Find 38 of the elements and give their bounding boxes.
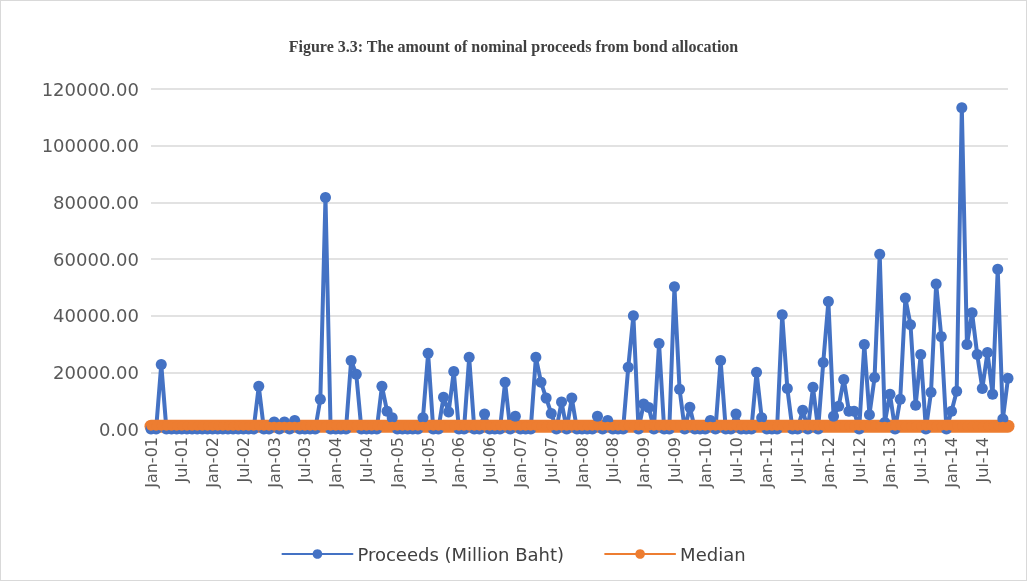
x-tick-label: Jul-07 (541, 437, 561, 484)
x-tick-label: Jan-02 (203, 437, 223, 489)
x-tick-label: Jan-05 (387, 437, 407, 489)
legend-label: Median (680, 543, 746, 565)
x-tick-label: Jan-03 (264, 437, 284, 489)
y-tick-label: 80000.00 (53, 191, 139, 213)
x-tick-label: Jul-08 (603, 437, 623, 484)
x-tick-label: Jan-08 (572, 437, 592, 489)
x-tick-label: Jul-01 (172, 437, 192, 484)
chart-title: Figure 3.3: The amount of nominal proceeds from bond allocation (288, 37, 739, 56)
y-tick-label: 60000.00 (53, 248, 139, 270)
x-tick-label: Jan-13 (880, 437, 900, 489)
x-tick-label: Jan-06 (449, 437, 469, 489)
x-tick-label: Jul-12 (849, 437, 869, 484)
x-tick-label: Jul-06 (480, 437, 500, 484)
x-tick-label: Jan-09 (634, 437, 654, 489)
x-tick-label: Jul-10 (726, 437, 746, 484)
x-tick-label: Jul-05 (418, 437, 438, 484)
x-tick-label: Jul-04 (357, 437, 377, 484)
y-tick-label: 20000.00 (53, 361, 139, 383)
y-tick-label: 40000.00 (53, 305, 139, 327)
x-tick-label: Jan-01 (141, 437, 161, 489)
legend-label: Proceeds (Million Baht) (357, 543, 565, 565)
x-tick-label: Jan-04 (326, 437, 346, 489)
x-tick-label: Jul-14 (972, 437, 992, 484)
x-tick-label: Jan-10 (695, 437, 715, 489)
y-tick-label: 0.00 (98, 418, 139, 440)
x-tick-label: Jan-12 (818, 437, 838, 489)
x-tick-label: Jan-14 (942, 437, 962, 489)
x-tick-label: Jul-09 (664, 437, 684, 484)
x-tick-label: Jul-02 (233, 437, 253, 484)
x-tick-label: Jul-03 (295, 437, 315, 484)
x-tick-label: Jul-11 (788, 437, 808, 484)
y-tick-label: 100000.00 (41, 135, 139, 157)
x-tick-label: Jul-13 (911, 437, 931, 484)
x-tick-label: Jan-07 (510, 437, 530, 489)
x-tick-label: Jan-11 (757, 437, 777, 489)
y-tick-label: 120000.00 (41, 78, 139, 100)
